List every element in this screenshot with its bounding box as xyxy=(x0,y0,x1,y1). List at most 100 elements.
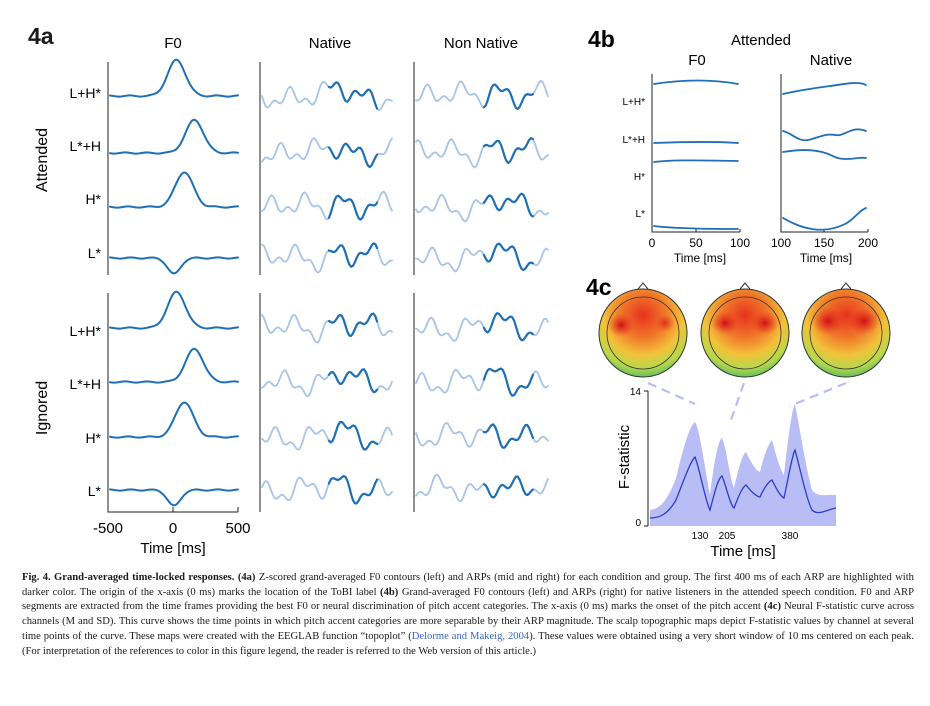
row-label-l-star: L* xyxy=(88,483,102,499)
arp-curve-dark-native-attended-l-star xyxy=(327,242,379,268)
y-axis-label-4c: F-statistic xyxy=(616,424,633,489)
arp-curve-light-tail-native-attended-h-star xyxy=(376,190,393,212)
x-tick-200: 200 xyxy=(858,236,878,250)
arp-curve-dark-native-attended-h-star xyxy=(327,194,379,221)
arp-curve-light-tail-non-native-ignored-l-star xyxy=(532,478,549,495)
panel-4b-curves xyxy=(653,79,867,231)
x-tick-100: 100 xyxy=(771,236,791,250)
arp-curve-dark-non-native-attended-lh-star xyxy=(482,83,534,110)
group-label-ignored: Ignored xyxy=(34,381,51,435)
arp-curve-dark-non-native-ignored-l-star xyxy=(482,475,534,499)
x-tick-0: 0 xyxy=(169,520,177,537)
curve-4b-f0-lstar-h xyxy=(653,140,739,144)
caption-text-1: Z-scored grand-averaged F0 contours (lef… xyxy=(22,572,914,598)
x-tick-500: 500 xyxy=(225,520,250,537)
figure-title: Grand-averaged time-locked responses. xyxy=(54,572,235,583)
curve-4b-f0-l-star xyxy=(653,225,739,230)
y-tick-0: 0 xyxy=(635,518,641,529)
figure-caption: Fig. 4. Grand-averaged time-locked respo… xyxy=(22,571,914,659)
arp-curve-dark-native-ignored-h-star xyxy=(327,420,379,451)
arp-curve-light-non-native-ignored-lstar-h xyxy=(415,368,485,394)
caption-text-2: Grand-averaged F0 contours (left) and AR… xyxy=(22,586,914,613)
citation-link[interactable]: Delorme and Makeig, 2004 xyxy=(411,630,530,642)
panel-4a-label: 4a xyxy=(28,23,54,49)
row-label-lstar-h: L*+H xyxy=(69,376,101,392)
x-axis-label-4a: Time [ms] xyxy=(140,540,205,557)
f0-curve-ignored-h-star xyxy=(109,401,239,439)
arp-curve-light-non-native-attended-lstar-h xyxy=(415,138,485,169)
panel-4a-curves xyxy=(109,58,549,507)
column-title-native: Native xyxy=(309,35,352,52)
arp-curve-dark-native-ignored-lh-star xyxy=(327,312,379,337)
arp-curve-dark-non-native-attended-l-star xyxy=(482,242,534,272)
caption-text-4: ). These values were obtained using a ve… xyxy=(22,630,914,657)
x-tick-0: 0 xyxy=(649,236,656,250)
topomap-connectors xyxy=(647,381,847,421)
arp-curve-dark-native-attended-lstar-h xyxy=(327,142,379,169)
f-statistic-sd-band xyxy=(650,404,836,526)
arp-curve-dark-native-ignored-lstar-h xyxy=(327,368,379,394)
caption-ref-4a: (4a) xyxy=(237,572,256,583)
f0-curve-ignored-lstar-h xyxy=(109,347,239,384)
y-tick-14: 14 xyxy=(630,387,642,398)
caption-ref-4b: (4b) xyxy=(380,586,399,598)
arp-curve-light-tail-native-ignored-l-star xyxy=(376,478,393,497)
topomap-130ms xyxy=(598,282,688,378)
arp-curve-dark-non-native-attended-h-star xyxy=(482,192,534,218)
row-label-l-star: L* xyxy=(636,209,646,220)
row-label-lstar-h: L*+H xyxy=(69,138,101,154)
arp-curve-light-native-attended-lh-star xyxy=(261,80,330,109)
f0-curve-attended-l-star xyxy=(109,256,239,275)
arp-curve-light-tail-non-native-ignored-lh-star xyxy=(532,317,549,337)
panel-4c-label: 4c xyxy=(586,274,612,300)
row-label-h-star: H* xyxy=(85,430,101,446)
f0-curve-attended-lstar-h xyxy=(109,118,239,155)
curve-4b-f0-h-star xyxy=(653,159,739,163)
row-label-lh-star: L+H* xyxy=(622,97,645,108)
x-tick-50: 50 xyxy=(689,236,703,250)
arp-curve-light-native-attended-h-star xyxy=(261,191,330,221)
panel-4b-title: Attended xyxy=(731,32,791,49)
arp-curve-light-native-attended-l-star xyxy=(261,243,330,274)
arp-curve-dark-non-native-ignored-lstar-h xyxy=(482,367,534,397)
panel-4b-column-f0: F0 xyxy=(688,52,706,69)
x-axis-label-4b-right: Time [ms] xyxy=(800,251,852,265)
panel-4b-row-labels: L+H* L*+H H* L* xyxy=(622,97,645,220)
arp-curve-light-non-native-attended-l-star xyxy=(415,246,485,273)
x-tick-130: 130 xyxy=(692,531,709,542)
row-label-lh-star: L+H* xyxy=(69,323,101,339)
f-statistic-curve xyxy=(649,404,836,526)
x-tick-minus500: -500 xyxy=(93,520,123,537)
arp-curve-light-non-native-attended-lh-star xyxy=(415,80,485,109)
row-labels-attended: L+H* L*+H H* L* xyxy=(69,85,101,261)
arp-curve-light-tail-non-native-attended-lh-star xyxy=(532,79,549,98)
row-label-h-star: H* xyxy=(634,172,645,183)
arp-curve-light-native-attended-lstar-h xyxy=(261,137,330,163)
arp-curve-light-native-ignored-lh-star xyxy=(261,313,330,344)
panel-4b-column-native: Native xyxy=(810,52,853,69)
curve-4b-native-lh-star xyxy=(782,82,867,95)
curve-4b-native-l-star xyxy=(782,207,867,231)
x-axis-label-4b-left: Time [ms] xyxy=(674,251,726,265)
x-tick-150: 150 xyxy=(814,236,834,250)
curve-4b-f0-lh-star xyxy=(653,79,739,85)
arp-curve-light-tail-native-attended-lstar-h xyxy=(376,137,393,156)
arp-curve-dark-non-native-ignored-lh-star xyxy=(482,312,534,342)
arp-curve-light-native-ignored-h-star xyxy=(261,425,330,451)
curve-4b-native-h-star xyxy=(782,149,867,160)
column-title-non-native: Non Native xyxy=(444,35,518,52)
row-label-lh-star: L+H* xyxy=(69,85,101,101)
panel-4b-axes xyxy=(651,74,869,233)
group-label-attended: Attended xyxy=(34,128,51,192)
arp-curve-light-non-native-ignored-l-star xyxy=(415,473,485,503)
curve-4b-native-lstar-h xyxy=(782,128,867,142)
topomaps xyxy=(598,282,891,378)
arp-curve-light-non-native-ignored-lh-star xyxy=(415,316,485,342)
arp-curve-light-tail-native-ignored-h-star xyxy=(376,426,393,445)
caption-text-3: Neural F-statistic curve across channels… xyxy=(22,601,914,642)
row-label-lstar-h: L*+H xyxy=(622,135,645,146)
f0-curve-attended-h-star xyxy=(109,171,239,209)
arp-curve-dark-non-native-ignored-h-star xyxy=(482,423,534,449)
f0-curve-ignored-lh-star xyxy=(109,290,239,330)
arp-curve-light-tail-non-native-ignored-lstar-h xyxy=(532,370,549,389)
